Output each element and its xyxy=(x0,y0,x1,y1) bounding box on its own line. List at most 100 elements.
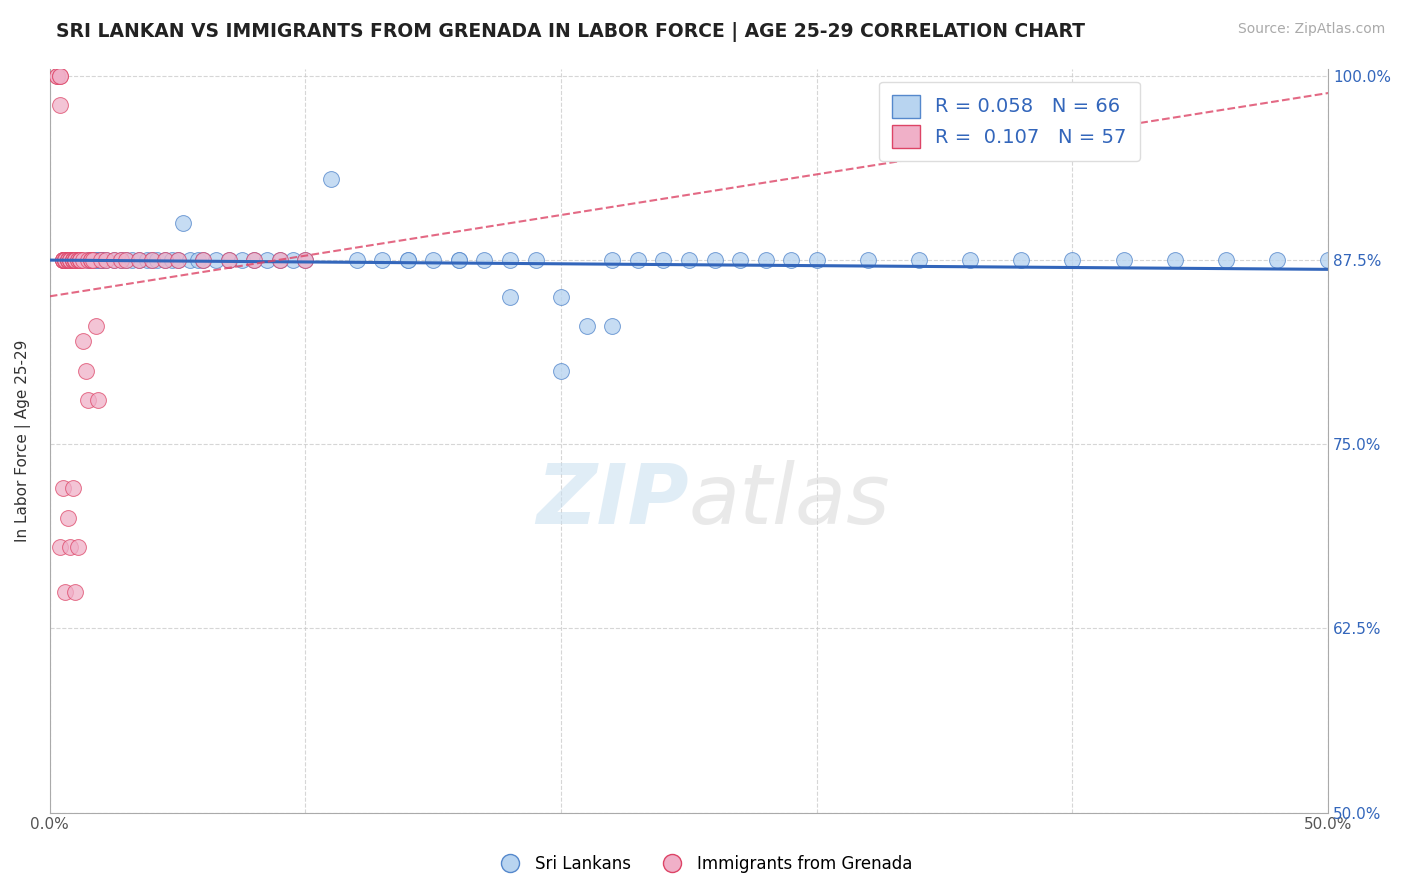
Point xyxy=(65,253,87,268)
Point xyxy=(94,253,117,268)
Point xyxy=(87,392,110,407)
Point xyxy=(59,253,82,268)
Point xyxy=(908,253,931,268)
Point xyxy=(474,253,496,268)
Point xyxy=(755,253,778,268)
Point xyxy=(1010,253,1032,268)
Point xyxy=(65,584,87,599)
Point xyxy=(84,253,107,268)
Point xyxy=(135,253,157,268)
Point xyxy=(678,253,700,268)
Point xyxy=(103,253,125,268)
Point xyxy=(66,541,89,555)
Point xyxy=(191,253,214,268)
Point xyxy=(56,253,79,268)
Point xyxy=(1317,253,1340,268)
Point xyxy=(218,253,240,268)
Point xyxy=(69,253,91,268)
Point xyxy=(53,253,76,268)
Point xyxy=(294,253,316,268)
Point xyxy=(115,253,138,268)
Point xyxy=(371,253,394,268)
Point xyxy=(75,363,97,377)
Point xyxy=(53,253,76,268)
Point xyxy=(243,253,266,268)
Point xyxy=(51,253,73,268)
Point xyxy=(396,253,419,268)
Point xyxy=(79,253,101,268)
Point xyxy=(72,253,94,268)
Point xyxy=(59,541,82,555)
Point xyxy=(66,253,89,268)
Point xyxy=(56,253,79,268)
Point xyxy=(84,253,107,268)
Point xyxy=(319,172,342,186)
Point xyxy=(65,253,87,268)
Point xyxy=(243,253,266,268)
Point xyxy=(780,253,803,268)
Point xyxy=(90,253,112,268)
Point xyxy=(49,69,72,83)
Point xyxy=(166,253,188,268)
Point xyxy=(1215,253,1237,268)
Point xyxy=(153,253,176,268)
Point xyxy=(69,253,91,268)
Point xyxy=(600,253,623,268)
Point xyxy=(205,253,228,268)
Point xyxy=(103,253,125,268)
Point xyxy=(396,253,419,268)
Point xyxy=(84,319,107,334)
Point xyxy=(51,253,73,268)
Legend: Sri Lankans, Immigrants from Grenada: Sri Lankans, Immigrants from Grenada xyxy=(486,848,920,880)
Point xyxy=(728,253,751,268)
Point xyxy=(66,253,89,268)
Point xyxy=(90,253,112,268)
Point xyxy=(187,253,209,268)
Point xyxy=(524,253,547,268)
Point xyxy=(65,253,87,268)
Text: SRI LANKAN VS IMMIGRANTS FROM GRENADA IN LABOR FORCE | AGE 25-29 CORRELATION CHA: SRI LANKAN VS IMMIGRANTS FROM GRENADA IN… xyxy=(56,22,1085,42)
Point xyxy=(1062,253,1084,268)
Point xyxy=(56,253,79,268)
Point xyxy=(627,253,650,268)
Point xyxy=(499,253,522,268)
Point xyxy=(62,253,84,268)
Point xyxy=(62,482,84,496)
Point xyxy=(49,98,72,112)
Point xyxy=(256,253,278,268)
Point xyxy=(703,253,725,268)
Point xyxy=(82,253,104,268)
Point xyxy=(128,253,150,268)
Point xyxy=(281,253,304,268)
Point xyxy=(90,253,112,268)
Point xyxy=(346,253,368,268)
Point xyxy=(447,253,470,268)
Point xyxy=(550,290,572,304)
Point xyxy=(146,253,169,268)
Point xyxy=(49,69,72,83)
Point xyxy=(72,334,94,348)
Point xyxy=(191,253,214,268)
Point xyxy=(56,253,79,268)
Text: ZIP: ZIP xyxy=(536,459,689,541)
Point xyxy=(447,253,470,268)
Point xyxy=(51,482,73,496)
Point xyxy=(90,253,112,268)
Point xyxy=(46,69,69,83)
Text: atlas: atlas xyxy=(689,459,890,541)
Point xyxy=(115,253,138,268)
Point xyxy=(959,253,981,268)
Point xyxy=(141,253,163,268)
Point xyxy=(53,584,76,599)
Point xyxy=(56,511,79,525)
Point xyxy=(269,253,291,268)
Point xyxy=(153,253,176,268)
Point xyxy=(110,253,132,268)
Point xyxy=(51,253,73,268)
Point xyxy=(166,253,188,268)
Point xyxy=(600,319,623,334)
Point xyxy=(121,253,143,268)
Point xyxy=(652,253,675,268)
Point xyxy=(269,253,291,268)
Point xyxy=(59,253,82,268)
